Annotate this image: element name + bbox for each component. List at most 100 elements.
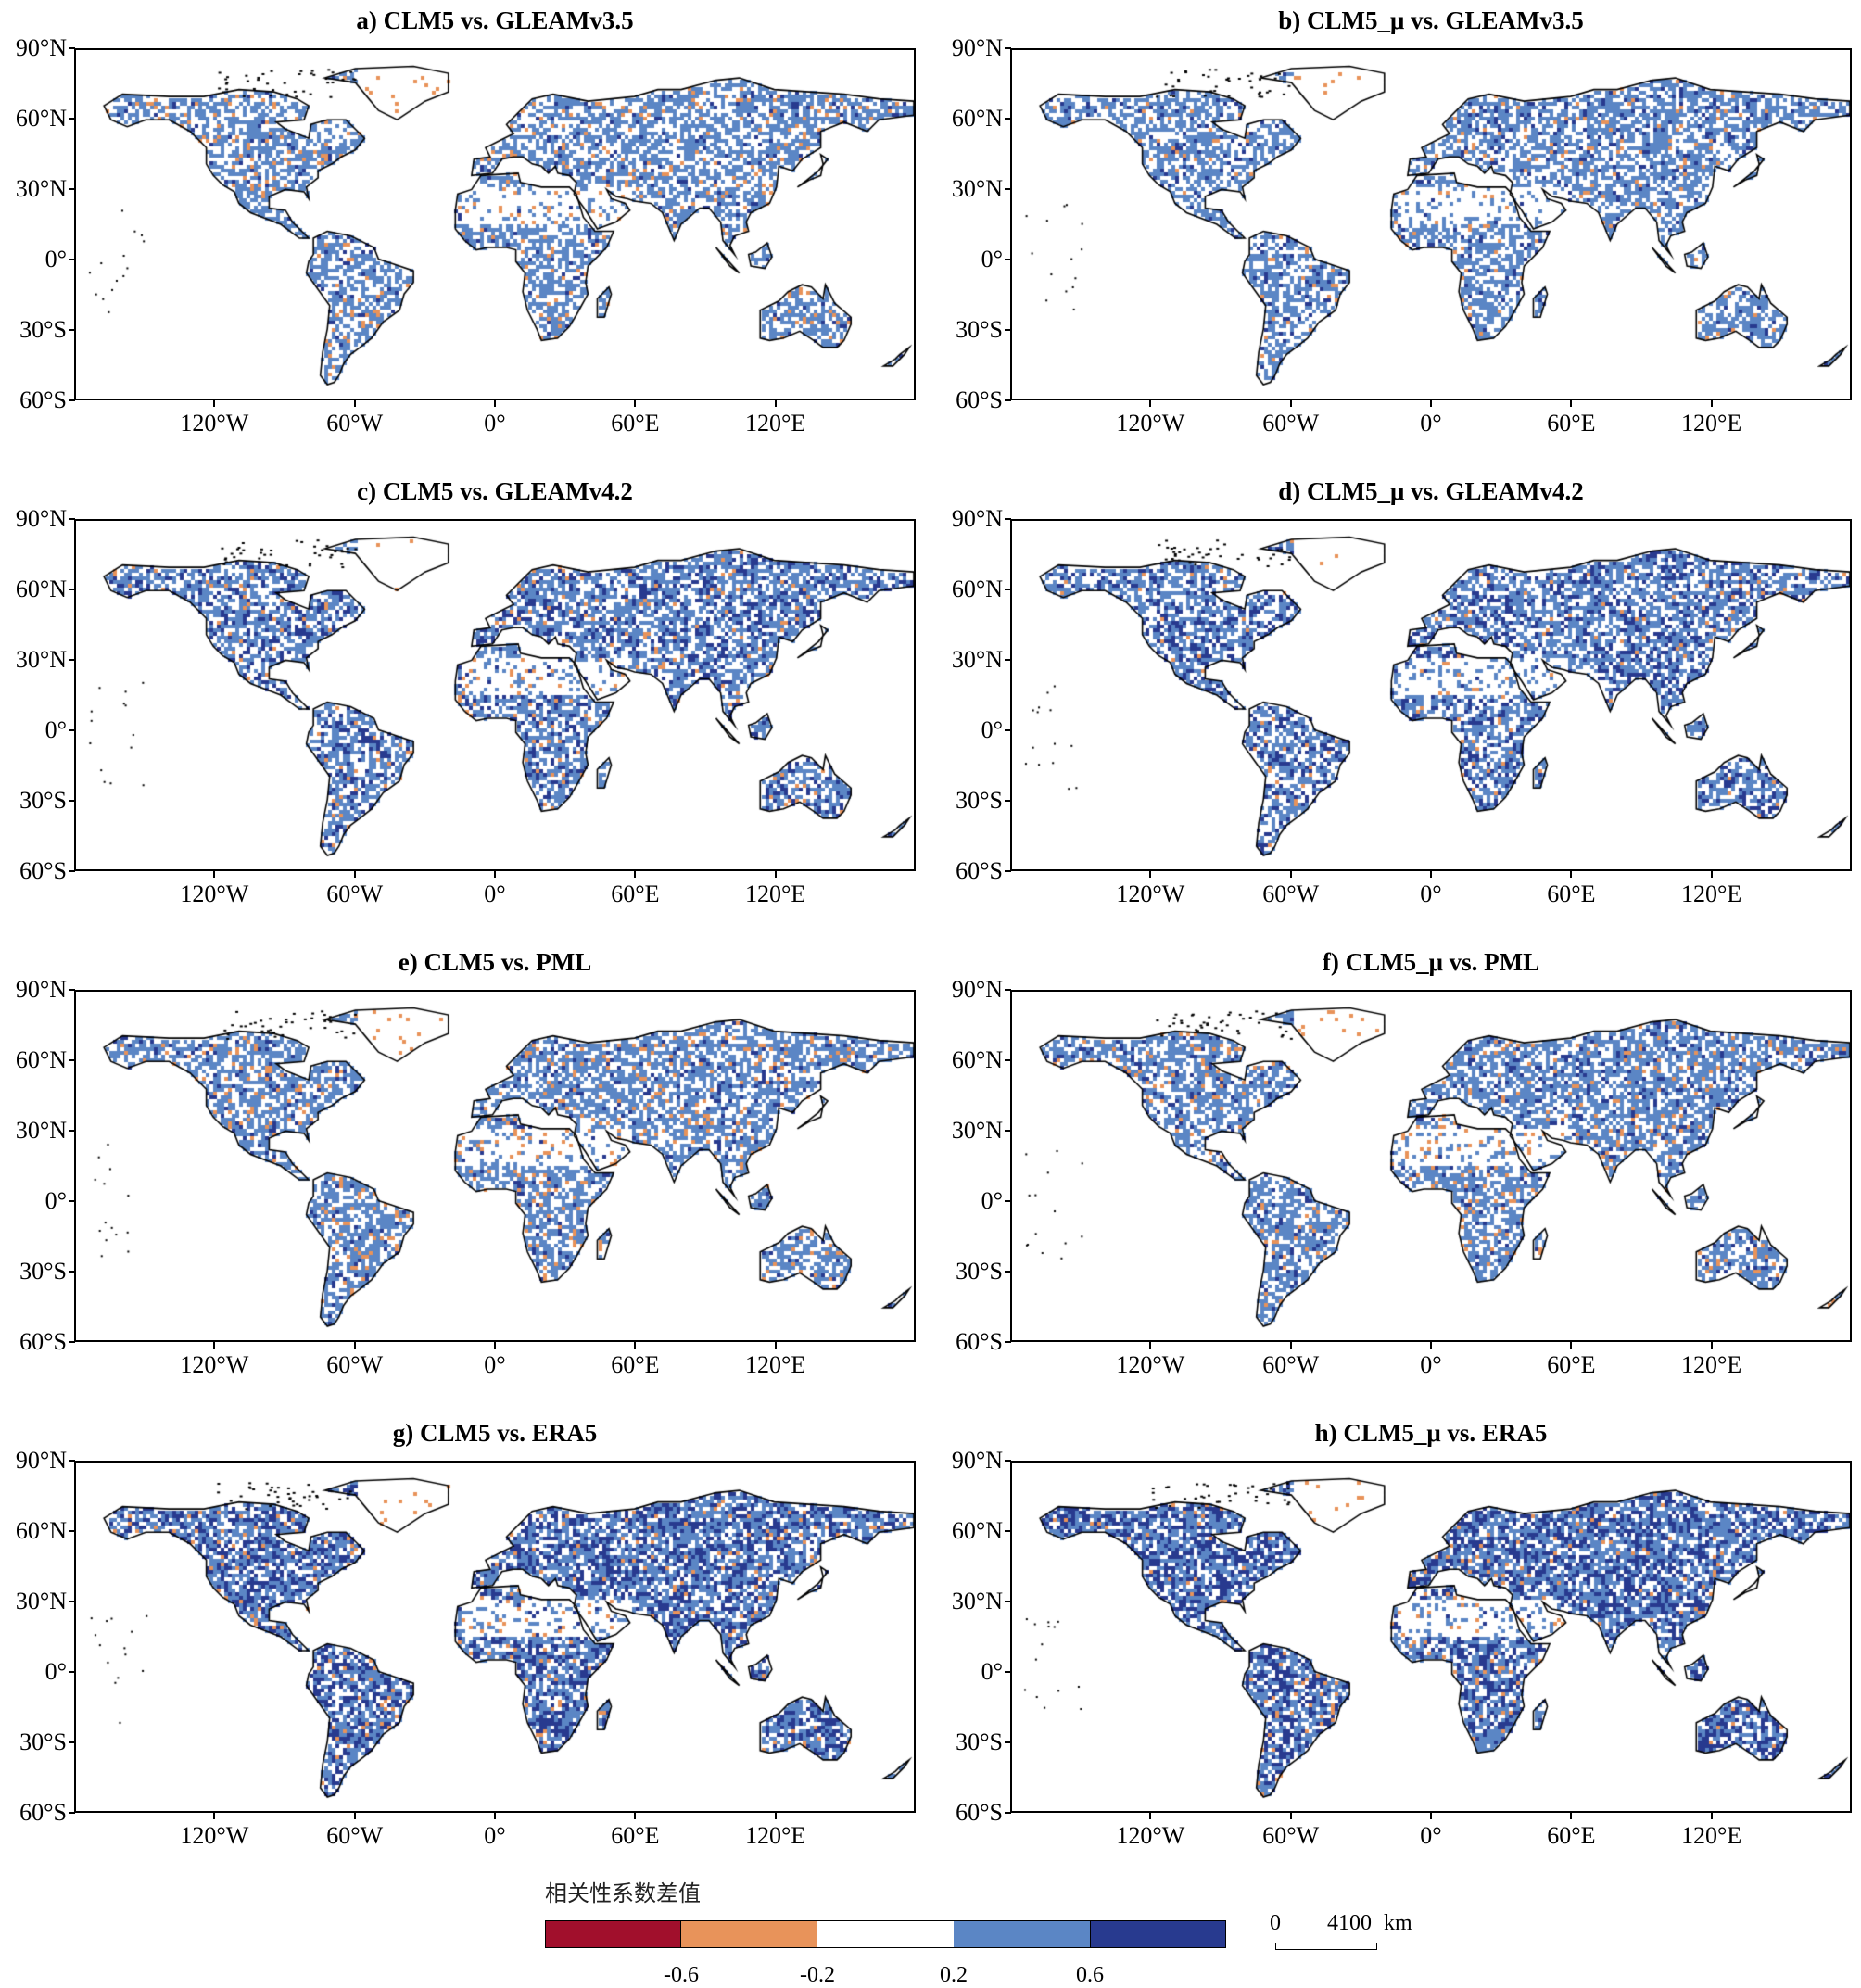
lat-tick-label: 90°N <box>15 976 67 1003</box>
lat-tick <box>1005 989 1011 991</box>
lon-tick-label: 60°E <box>611 1351 660 1378</box>
lat-tick <box>1005 1601 1011 1602</box>
lon-tick <box>353 1813 356 1819</box>
lat-tick <box>1005 1530 1011 1532</box>
panel-title: f) CLM5_μ vs. PML <box>1322 948 1540 976</box>
lat-tick-label: 30°S <box>956 1258 1003 1285</box>
lat-tick-label: 0° <box>44 1187 67 1214</box>
lon-tick-label: 0° <box>484 1351 506 1378</box>
lat-tick-label: 30°S <box>19 316 67 343</box>
lon-tick-label: 120°E <box>745 880 806 907</box>
lat-tick-label: 90°N <box>951 1447 1003 1474</box>
lat-tick-label: 0° <box>981 1187 1003 1214</box>
lat-tick <box>1005 1200 1011 1202</box>
lon-tick <box>494 871 496 878</box>
lat-tick <box>69 1530 75 1532</box>
scale-bar-zero: 0 <box>1270 1911 1281 1935</box>
lat-tick-label: 0° <box>44 246 67 272</box>
lat-tick <box>1005 1741 1011 1743</box>
lon-tick <box>634 1813 637 1819</box>
lat-tick <box>69 118 75 120</box>
correlation-difference-map <box>1012 992 1850 1340</box>
map-frame <box>74 1461 916 1813</box>
lat-tick <box>1005 1812 1011 1814</box>
lon-tick-label: 0° <box>484 880 506 907</box>
lat-tick-label: 0° <box>981 246 1003 272</box>
lon-tick <box>1430 1342 1432 1349</box>
lon-tick <box>1430 871 1432 878</box>
lat-tick-label: 60°N <box>951 576 1003 602</box>
map-panel: f) CLM5_μ vs. PML 90°N 60°N 30°N 0° 30°S 60°S 1… <box>936 942 1861 1405</box>
lat-tick-label: 60°S <box>19 386 67 413</box>
panel-title: b) CLM5_μ vs. GLEAMv3.5 <box>1278 6 1584 34</box>
lon-tick <box>1149 1813 1152 1819</box>
scale-bar-unit: km <box>1384 1911 1412 1935</box>
lon-tick <box>634 400 637 407</box>
map-panel: e) CLM5 vs. PML 90°N 60°N 30°N 0° 30°S 60°S 120… <box>0 942 927 1405</box>
lon-tick-label: 120°W <box>1116 410 1185 437</box>
lon-tick-label: 120°E <box>1681 410 1742 437</box>
lon-tick-label: 60°E <box>611 880 660 907</box>
lat-tick-label: 60°N <box>951 105 1003 132</box>
colorbar-bin-1 <box>545 1920 681 1948</box>
correlation-difference-map <box>76 521 914 869</box>
lon-tick-label: 120°W <box>1116 880 1185 907</box>
lat-tick-label: 60°N <box>15 1517 67 1544</box>
lat-tick-label: 60°S <box>19 1328 67 1355</box>
lon-tick-label: 0° <box>1420 880 1442 907</box>
lon-tick-label: 60°E <box>611 1822 660 1849</box>
lat-tick-label: 60°N <box>15 1046 67 1073</box>
lon-tick <box>1710 400 1713 407</box>
lon-tick <box>494 1342 496 1349</box>
lat-tick <box>1005 1460 1011 1462</box>
lon-tick-label: 60°W <box>326 1822 384 1849</box>
lat-tick <box>69 1130 75 1132</box>
lat-tick <box>69 47 75 49</box>
legend-title: 相关性系数差值 <box>545 1880 701 1906</box>
lat-tick-label: 60°S <box>956 1799 1003 1826</box>
lat-tick <box>69 399 75 401</box>
lat-tick-label: 0° <box>981 716 1003 743</box>
colorbar-tick-label: 0.2 <box>940 1963 968 1987</box>
map-frame <box>1010 48 1852 400</box>
lat-tick <box>1005 1271 1011 1273</box>
lat-tick <box>1005 118 1011 120</box>
lon-tick <box>1149 1342 1152 1349</box>
lat-tick-label: 60°N <box>15 105 67 132</box>
panel-title: a) CLM5 vs. GLEAMv3.5 <box>356 6 634 34</box>
lat-tick-label: 30°N <box>951 1588 1003 1614</box>
lat-tick-label: 90°N <box>15 1447 67 1474</box>
lat-tick <box>1005 47 1011 49</box>
lon-tick <box>1289 400 1292 407</box>
lat-tick-label: 30°S <box>956 787 1003 814</box>
colorbar-bin-3 <box>817 1920 954 1948</box>
lon-tick-label: 120°E <box>745 410 806 437</box>
panel-title: h) CLM5_μ vs. ERA5 <box>1314 1419 1548 1447</box>
lat-tick-label: 30°S <box>19 1258 67 1285</box>
lat-tick-label: 60°S <box>956 857 1003 884</box>
lat-tick <box>1005 1059 1011 1061</box>
lat-tick <box>69 1200 75 1202</box>
lon-tick <box>213 400 216 407</box>
lat-tick-label: 30°S <box>956 316 1003 343</box>
lon-tick <box>1289 1813 1292 1819</box>
lon-tick-label: 60°W <box>326 410 384 437</box>
lat-tick <box>69 1812 75 1814</box>
lon-tick <box>634 1342 637 1349</box>
lat-tick <box>69 1059 75 1061</box>
lat-tick <box>1005 659 1011 661</box>
correlation-difference-map <box>1012 1463 1850 1811</box>
lon-tick-label: 0° <box>484 410 506 437</box>
lat-tick-label: 0° <box>44 1658 67 1685</box>
lon-tick-label: 60°W <box>326 1351 384 1378</box>
lon-tick <box>494 1813 496 1819</box>
map-frame <box>74 990 916 1342</box>
correlation-difference-map <box>76 992 914 1340</box>
lon-tick <box>774 400 777 407</box>
lon-tick <box>774 1813 777 1819</box>
map-frame <box>74 519 916 871</box>
lon-tick <box>634 871 637 878</box>
lon-tick-label: 60°W <box>1262 880 1320 907</box>
scale-bar <box>1275 1943 1377 1950</box>
lat-tick <box>1005 399 1011 401</box>
